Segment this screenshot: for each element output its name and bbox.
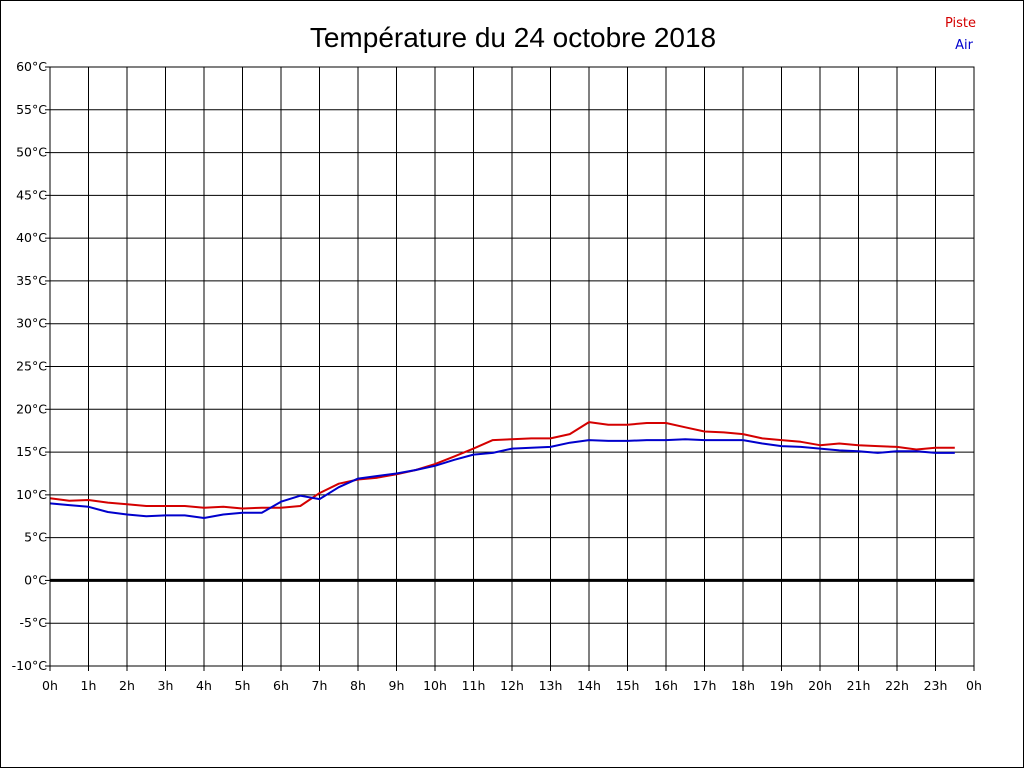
y-tick-label: 15°C xyxy=(16,444,47,459)
y-tick-label: 40°C xyxy=(16,230,47,245)
series-line-piste xyxy=(49,421,955,510)
x-axis-ticks: 0h 1h 2h 3h 4h 5h 6h 7h 8h 9h 10h 11h 12h 13h 14h 15h 16… xyxy=(42,666,982,693)
y-tick-label: 20°C xyxy=(16,401,47,416)
x-tick-label: 17h xyxy=(693,678,717,693)
x-tick-label: 1h xyxy=(81,678,97,693)
x-tick-label: 23h xyxy=(924,678,948,693)
x-tick-label: 14h xyxy=(577,678,601,693)
y-tick-label: 0°C xyxy=(24,572,47,587)
x-tick-label: 2h xyxy=(119,678,135,693)
x-tick-label: 3h xyxy=(158,678,174,693)
plot-area-border xyxy=(49,66,975,667)
legend: Piste Air xyxy=(945,16,976,53)
grid xyxy=(49,66,975,667)
y-tick-label: 10°C xyxy=(16,487,47,502)
x-tick-label: 22h xyxy=(885,678,909,693)
x-tick-label: 4h xyxy=(196,678,212,693)
y-tick-label: 5°C xyxy=(24,530,47,545)
x-tick-label: 12h xyxy=(500,678,524,693)
x-tick-label: 11h xyxy=(462,678,486,693)
legend-entry-piste[interactable]: Piste xyxy=(945,16,976,31)
y-axis-ticks: -10°C -5°C 0°C 5°C 10°C 15°C 20°C 25°C 30°C 35°C 4… xyxy=(12,59,50,673)
x-tick-label: 15h xyxy=(616,678,640,693)
y-tick-label: -5°C xyxy=(20,615,48,630)
x-tick-label: 10h xyxy=(423,678,447,693)
x-tick-label: 16h xyxy=(654,678,678,693)
x-tick-label: 21h xyxy=(847,678,871,693)
legend-entry-air[interactable]: Air xyxy=(955,38,974,53)
y-tick-label: 60°C xyxy=(16,59,47,74)
x-tick-label: 7h xyxy=(312,678,328,693)
y-tick-label: 25°C xyxy=(16,359,47,374)
x-tick-label: 6h xyxy=(273,678,289,693)
chart-title: Température du 24 octobre 2018 xyxy=(310,22,716,53)
x-tick-label: 20h xyxy=(808,678,832,693)
x-tick-label: 0h xyxy=(966,678,982,693)
x-tick-label: 9h xyxy=(389,678,405,693)
x-tick-label: 0h xyxy=(42,678,58,693)
x-tick-label: 13h xyxy=(539,678,563,693)
y-tick-label: 55°C xyxy=(16,102,47,117)
series-lines xyxy=(49,421,955,519)
x-tick-label: 18h xyxy=(731,678,755,693)
y-tick-label: 45°C xyxy=(16,187,47,202)
x-tick-label: 8h xyxy=(350,678,366,693)
y-tick-label: -10°C xyxy=(12,658,48,673)
y-tick-label: 30°C xyxy=(16,316,47,331)
y-tick-label: 35°C xyxy=(16,273,47,288)
x-tick-label: 19h xyxy=(770,678,794,693)
series-line-air xyxy=(49,438,955,519)
x-tick-label: 5h xyxy=(235,678,251,693)
y-tick-label: 50°C xyxy=(16,145,47,160)
